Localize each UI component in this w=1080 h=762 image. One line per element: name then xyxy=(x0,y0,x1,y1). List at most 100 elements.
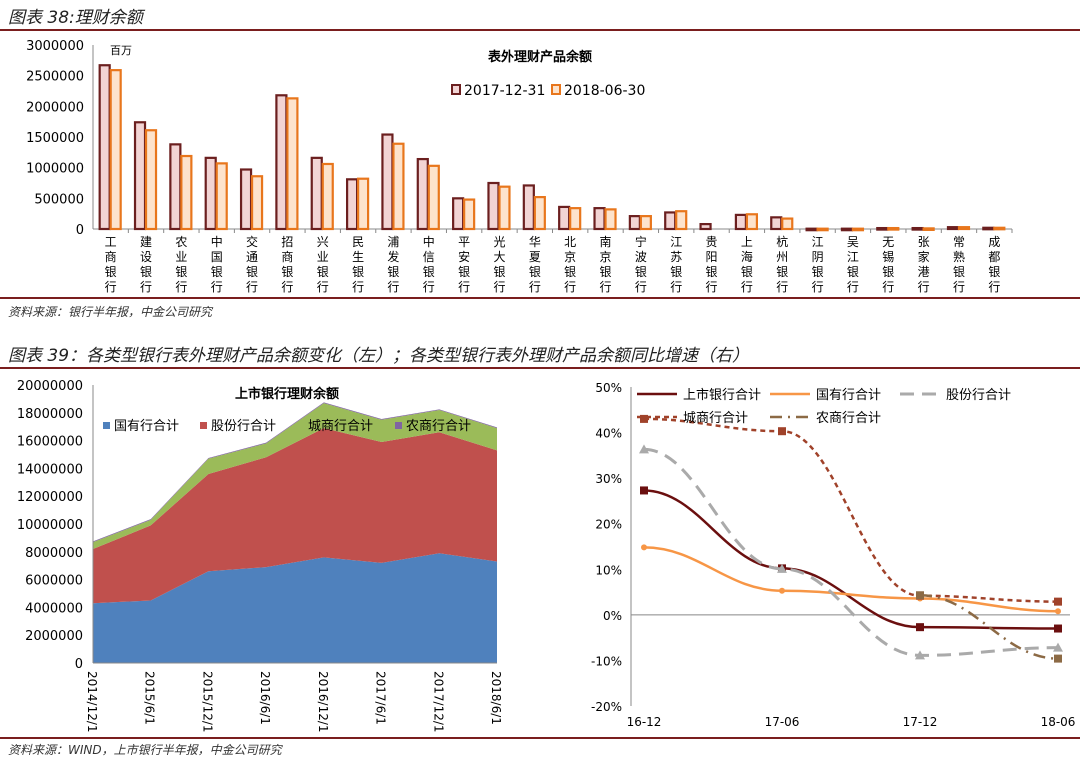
data-point xyxy=(1054,624,1062,633)
bar xyxy=(993,226,1006,231)
bar xyxy=(463,198,476,231)
x-tick-label: 光大银行 xyxy=(493,235,505,294)
fig38-title: 图表 38:理财余额 xyxy=(8,8,143,28)
bar xyxy=(286,97,299,231)
bar xyxy=(310,156,323,231)
y-tick-label: -20% xyxy=(591,700,622,714)
legend-label: 城商行合计 xyxy=(683,411,748,426)
x-tick-label: 北京银行 xyxy=(564,235,576,294)
bar xyxy=(215,162,228,231)
x-tick-label: 张家港行 xyxy=(918,235,930,294)
bar xyxy=(109,69,122,231)
data-point xyxy=(639,444,649,454)
data-point xyxy=(640,414,648,423)
series-line-5 xyxy=(919,594,1059,660)
bar xyxy=(887,226,900,231)
y-tick-label: 20000000 xyxy=(17,379,83,394)
y-tick-label: 1500000 xyxy=(26,131,84,146)
bar xyxy=(569,207,582,231)
bar xyxy=(734,213,748,231)
data-point xyxy=(1054,597,1062,606)
bar xyxy=(392,142,405,231)
series-line-1 xyxy=(643,489,1059,630)
x-tick-label: 16-12 xyxy=(627,715,662,729)
bar xyxy=(982,226,995,231)
fig39-title: 图表 39：各类型银行表外理财产品余额变化（左）；各类型银行表外理财产品余额同比… xyxy=(8,346,750,366)
y-tick-label: 8000000 xyxy=(25,546,83,561)
y-tick-label: 0% xyxy=(603,609,622,623)
series-line-4 xyxy=(643,417,1059,603)
legend-swatch xyxy=(200,422,207,429)
data-point xyxy=(916,591,924,600)
data-point xyxy=(1054,654,1062,663)
data-point xyxy=(777,563,787,573)
bar xyxy=(805,227,818,232)
y-tick-label: 16000000 xyxy=(17,435,83,450)
x-tick-label: 2016/12/1 xyxy=(316,671,330,733)
x-tick-label: 2014/12/1 xyxy=(85,671,99,733)
y-tick-label: 0 xyxy=(75,657,83,672)
bar xyxy=(745,213,759,231)
legend-label: 国有行合计 xyxy=(114,419,179,434)
x-tick-label: 2018/6/1 xyxy=(489,671,503,725)
x-tick-label: 建设银行 xyxy=(140,235,152,294)
y-tick-label: 12000000 xyxy=(17,490,83,505)
rule xyxy=(0,737,1080,739)
rule xyxy=(0,297,1080,299)
bar xyxy=(770,216,783,231)
y-tick-label: 50% xyxy=(595,381,622,395)
data-point xyxy=(916,623,924,632)
x-tick-label: 江苏银行 xyxy=(670,235,682,294)
bar xyxy=(781,217,794,231)
y-tick-label: 2000000 xyxy=(26,100,84,115)
x-tick-label: 成都银行 xyxy=(988,235,1000,294)
chart-title: 上市银行理财余额 xyxy=(235,386,339,402)
legend-label: 农商行合计 xyxy=(406,419,471,434)
legend-swatch xyxy=(451,84,461,95)
data-point xyxy=(640,486,648,495)
bar xyxy=(922,227,935,231)
fig38-source: 资料来源：银行半年报，中金公司研究 xyxy=(8,305,213,319)
y-tick-label: 500000 xyxy=(34,192,84,207)
bar xyxy=(628,215,641,231)
bar xyxy=(957,226,971,231)
y-tick-label: 14000000 xyxy=(17,462,83,477)
bar xyxy=(250,175,264,231)
bar xyxy=(204,156,217,231)
data-point xyxy=(779,587,785,594)
x-tick-label: 17-06 xyxy=(765,715,800,729)
x-tick-label: 江阴银行 xyxy=(812,235,824,294)
x-tick-label: 上海银行 xyxy=(741,235,753,294)
data-point xyxy=(641,544,647,551)
bar xyxy=(946,226,960,231)
bar xyxy=(911,226,924,231)
legend-label: 城商行合计 xyxy=(308,419,373,434)
y-tick-label: -10% xyxy=(591,654,622,668)
y-tick-label: 2500000 xyxy=(26,70,84,85)
chart-title: 表外理财产品余额 xyxy=(487,49,592,65)
bar xyxy=(498,185,511,231)
fig39-source: 资料来源：WIND，上市银行半年报，中金公司研究 xyxy=(8,743,282,757)
bar xyxy=(639,215,652,231)
x-tick-label: 2016/6/1 xyxy=(258,671,272,725)
x-tick-label: 贵阳银行 xyxy=(706,235,718,294)
bar xyxy=(133,121,147,231)
bar xyxy=(416,157,429,231)
y-tick-label: 18000000 xyxy=(17,407,83,422)
bar xyxy=(169,143,182,231)
y-tick-label: 1000000 xyxy=(26,162,84,177)
x-tick-label: 华夏银行 xyxy=(529,235,541,294)
x-tick-label: 18-06 xyxy=(1041,715,1076,729)
y-tick-label: 10000000 xyxy=(17,518,83,533)
legend-label: 2017-12-31 xyxy=(464,83,545,99)
bar xyxy=(816,227,829,232)
bar xyxy=(604,208,617,231)
x-tick-label: 吴江银行 xyxy=(847,235,859,294)
area-3 xyxy=(93,403,497,550)
legend-label: 2018-06-30 xyxy=(564,83,645,99)
legend-swatch xyxy=(103,422,110,429)
x-tick-label: 农业银行 xyxy=(175,235,187,294)
bar xyxy=(675,210,688,231)
area-1 xyxy=(93,553,497,663)
